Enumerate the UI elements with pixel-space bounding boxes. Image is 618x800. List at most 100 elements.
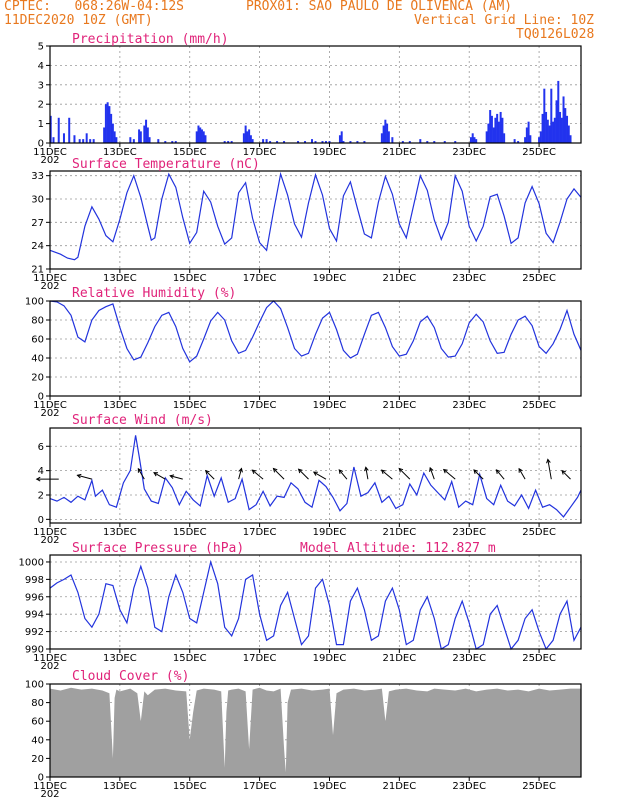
y-tick-label: 80 (31, 698, 44, 709)
y-tick-label: 60 (31, 335, 44, 346)
precip-bar (145, 119, 148, 143)
x-tick-label: 13DEC (103, 273, 137, 284)
panel-frame (49, 554, 582, 650)
precip-bar (471, 133, 474, 143)
x-tick-label: 17DEC (243, 527, 277, 538)
x-tick-label: 23DEC (452, 781, 486, 792)
x-tick-label: 23DEC (452, 653, 486, 664)
y-tick-label: 24 (31, 241, 44, 252)
wind-arrow (518, 468, 526, 480)
precip-bar (443, 141, 446, 143)
precip-bar (129, 137, 132, 143)
precip-bar (527, 121, 530, 143)
precip-bar (524, 137, 527, 143)
y-tick-label: 992 (25, 627, 44, 638)
header-model-id: TQ0126L028 (516, 27, 595, 42)
precip-bar (269, 141, 272, 143)
y-tick-label: 6 (38, 442, 44, 453)
panel-frame (49, 45, 582, 144)
y-tick-label: 80 (31, 316, 44, 327)
x-tick-label: 17DEC (243, 273, 277, 284)
panel-frame (49, 427, 582, 524)
precip-bar (499, 111, 502, 143)
y-tick-label: 2 (38, 490, 44, 501)
precip-bar (73, 135, 76, 143)
x-year-label: 202 (40, 661, 59, 672)
pres-line (49, 559, 582, 651)
precip-bar (115, 137, 118, 143)
y-tick-label: 30 (31, 195, 44, 206)
precip-bar (485, 131, 488, 143)
y-tick-label: 60 (31, 717, 44, 728)
precip-bar (249, 135, 252, 143)
precip-bar (314, 141, 317, 143)
panel-title: Precipitation (mm/h) (72, 32, 229, 47)
panel-cloud: 0 20 40 60 80 100 11DEC 13DEC 15DEC 17DEC 19DEC 21D… (25, 669, 582, 800)
precip-bar (110, 113, 113, 143)
y-tick-label: 998 (25, 575, 44, 586)
precip-bar (529, 135, 532, 143)
wind-arrow (443, 469, 456, 480)
precip-bar (426, 141, 429, 143)
x-tick-label: 23DEC (452, 400, 486, 411)
precip-bar (408, 141, 411, 143)
x-year-label: 202 (40, 408, 59, 419)
precip-bar (475, 139, 478, 143)
precip-bar (223, 141, 226, 143)
x-tick-label: 25DEC (522, 400, 556, 411)
wind-arrow-head (204, 469, 210, 475)
header-station-coords: CPTEC: 068:26W-04:12S (4, 0, 185, 14)
precip-bar (227, 141, 230, 143)
x-tick-label: 21DEC (382, 273, 416, 284)
wind-arrow (313, 471, 327, 480)
x-tick-label: 21DEC (382, 781, 416, 792)
precip-bar (57, 117, 60, 143)
precip-bar (78, 139, 81, 143)
precip-bar (545, 111, 548, 143)
precip-bar (132, 139, 135, 143)
precip-bar (138, 129, 141, 143)
panel-title: Surface Temperature (nC) (72, 157, 260, 172)
x-tick-label: 11DEC (33, 653, 67, 664)
precip-bar (143, 125, 146, 143)
precip-bar (139, 131, 142, 143)
precip-bar (103, 127, 106, 143)
panel-subtitle: Model Altitude: 112.827 m (300, 541, 496, 556)
x-tick-label: 21DEC (382, 527, 416, 538)
x-year-label: 202 (40, 281, 59, 292)
precip-bar (391, 137, 394, 143)
x-tick-label: 13DEC (103, 781, 137, 792)
wind-arrow-head (338, 469, 344, 474)
x-tick-label: 19DEC (313, 400, 347, 411)
panel-temp: 21 24 27 30 33 11DEC 13DEC 15DEC 17DEC 19DEC 21DEC… (31, 157, 582, 292)
precip-bar (552, 121, 555, 143)
precip-bar (202, 131, 205, 143)
panel-title: Surface Wind (m/s) (72, 413, 213, 428)
x-tick-label: 15DEC (173, 653, 207, 664)
precip-bar (108, 106, 111, 143)
precip-bar (525, 127, 528, 143)
precip-bar (230, 141, 233, 143)
x-tick-label: 11DEC (33, 273, 67, 284)
panel-wind: 0 2 4 6 11DEC 13DEC 15DEC 17DEC 19DEC 21DEC 23DEC 2… (33, 413, 582, 546)
precip-bar (501, 117, 504, 143)
wind-arrow (205, 470, 215, 480)
precip-bar (111, 123, 114, 143)
x-tick-label: 11DEC (33, 527, 67, 538)
y-tick-label: 4 (38, 466, 44, 477)
y-tick-label: 994 (25, 610, 44, 621)
y-tick-label: 996 (25, 592, 44, 603)
x-tick-label: 17DEC (243, 400, 277, 411)
precip-bar (349, 141, 352, 143)
precip-bar (199, 127, 202, 143)
y-tick-label: 0 (38, 773, 44, 784)
wind-arrow (77, 474, 93, 480)
precip-bar (387, 131, 390, 143)
precip-bar (113, 131, 116, 143)
x-tick-label: 15DEC (173, 147, 207, 158)
precip-bar (401, 141, 404, 143)
precip-bar (543, 88, 546, 143)
precip-bar (541, 113, 544, 143)
wind-arrow (365, 467, 369, 480)
precip-bar (321, 141, 324, 143)
